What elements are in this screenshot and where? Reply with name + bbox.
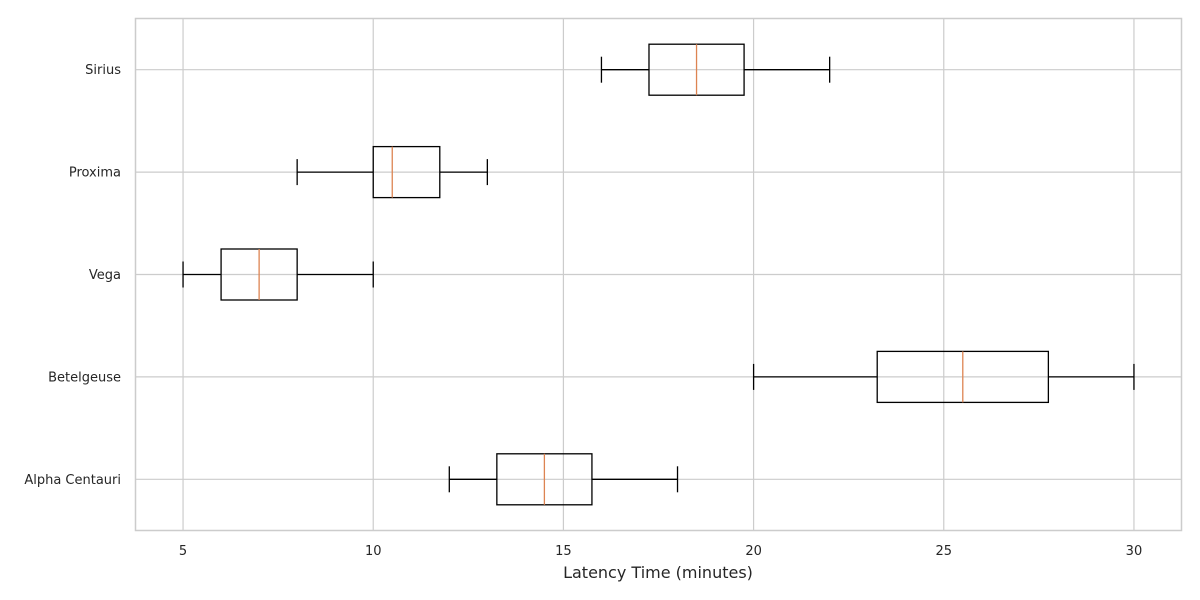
box-proxima — [296, 145, 488, 199]
y-tick-label: Sirius — [85, 63, 121, 78]
x-axis-ticks: 5 10 15 20 25 30 — [179, 544, 1142, 559]
x-tick-label: 20 — [745, 544, 762, 559]
x-tick-label: 25 — [935, 544, 952, 559]
y-tick-label: Proxima — [69, 166, 121, 181]
box-sirius — [600, 43, 831, 96]
x-tick-label: 15 — [555, 544, 572, 559]
box-betelgeuse — [752, 350, 1135, 404]
x-tick-label: 30 — [1126, 544, 1143, 559]
y-tick-label: Betelgeuse — [48, 370, 121, 385]
y-tick-label: Vega — [89, 268, 121, 283]
x-tick-label: 10 — [365, 544, 382, 559]
x-tick-label: 5 — [179, 544, 187, 559]
plot-frame — [134, 17, 1183, 532]
y-tick-label: Alpha Centauri — [24, 473, 121, 488]
x-axis-label: Latency Time (minutes) — [563, 563, 753, 582]
iqr-box — [372, 145, 441, 199]
grid-lines — [135, 18, 1182, 531]
box-vega — [182, 248, 374, 301]
box-alpha-centauri — [448, 453, 679, 506]
box-series — [182, 43, 1135, 506]
y-axis-ticks: Alpha Centauri Betelgeuse Vega Proxima Siriu… — [24, 63, 121, 488]
